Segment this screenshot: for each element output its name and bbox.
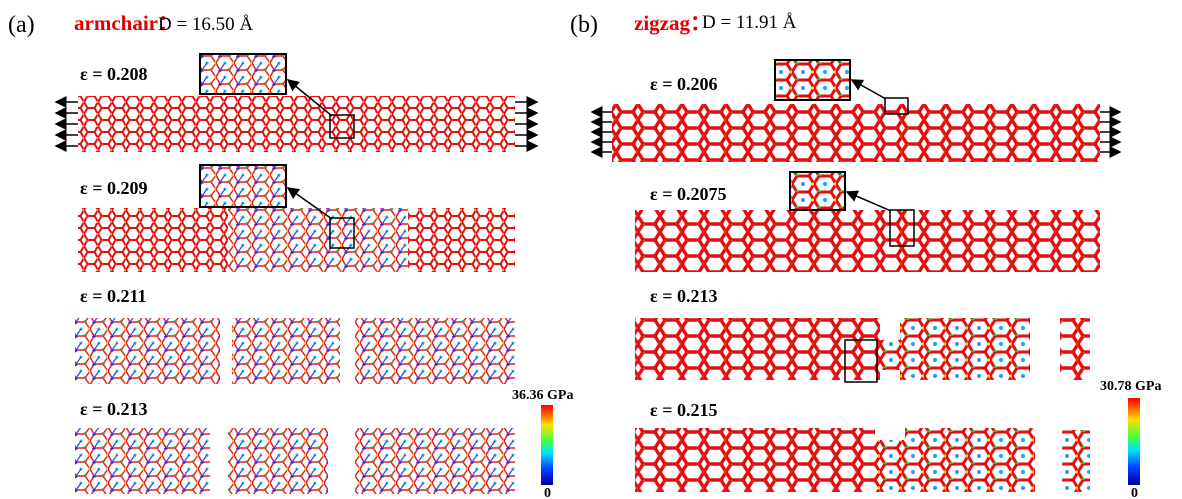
fragment bbox=[75, 318, 220, 384]
nanotube bbox=[78, 208, 228, 272]
fragment bbox=[355, 428, 515, 494]
colorbar-min: 0 bbox=[544, 486, 551, 499]
nanotube bbox=[408, 208, 515, 272]
strain-label: ε = 0.213 bbox=[650, 286, 717, 306]
nanotube bbox=[228, 208, 408, 272]
inset bbox=[200, 54, 286, 94]
colorbar bbox=[541, 405, 553, 485]
chirality: zigzag： bbox=[634, 11, 711, 35]
nanotube bbox=[78, 96, 515, 152]
strain-label: ε = 0.215 bbox=[650, 400, 717, 420]
diameter: D = 16.50 Å bbox=[158, 14, 253, 35]
zoom-arrow bbox=[852, 80, 886, 99]
nanotube bbox=[635, 428, 875, 492]
diameter: D = 11.91 Å bbox=[702, 12, 797, 33]
neck bbox=[875, 440, 905, 492]
strain-label: ε = 0.209 bbox=[80, 178, 147, 198]
panel-label: (b) bbox=[570, 12, 598, 38]
colorbar-min: 0 bbox=[1131, 486, 1138, 499]
strain-label: ε = 0.211 bbox=[80, 286, 146, 306]
strain-label: ε = 0.213 bbox=[80, 399, 147, 419]
nanotube bbox=[635, 318, 880, 380]
fragment bbox=[75, 428, 210, 494]
strain-label: ε = 0.206 bbox=[650, 74, 717, 94]
colorbar bbox=[1128, 398, 1140, 485]
panel-a: (a) armchair： D = 16.50 Å ε = 0.208 ε = … bbox=[8, 11, 573, 499]
neck bbox=[880, 340, 900, 370]
strain-label: ε = 0.208 bbox=[80, 64, 147, 84]
colorbar-max: 30.78 GPa bbox=[1100, 379, 1161, 394]
fragment bbox=[355, 318, 515, 384]
nanotube bbox=[635, 210, 1100, 272]
panel-label: (a) bbox=[8, 12, 35, 38]
fragment bbox=[232, 318, 340, 384]
nanotube bbox=[905, 428, 1035, 492]
inset bbox=[790, 172, 845, 210]
fragment bbox=[1060, 318, 1090, 380]
nanotube bbox=[612, 104, 1100, 162]
colorbar-max: 36.36 GPa bbox=[512, 388, 573, 403]
zoom-arrow bbox=[847, 192, 891, 211]
fragment bbox=[1062, 430, 1090, 492]
nanotube bbox=[900, 318, 1030, 380]
fragment bbox=[228, 428, 328, 494]
figure: (a) armchair： D = 16.50 Å ε = 0.208 ε = … bbox=[0, 0, 1182, 499]
inset bbox=[200, 165, 286, 207]
panel-b: (b) zigzag： D = 11.91 Å ε = 0.206 ε = 0.… bbox=[570, 11, 1161, 499]
inset bbox=[775, 60, 850, 100]
strain-label: ε = 0.2075 bbox=[650, 184, 726, 204]
